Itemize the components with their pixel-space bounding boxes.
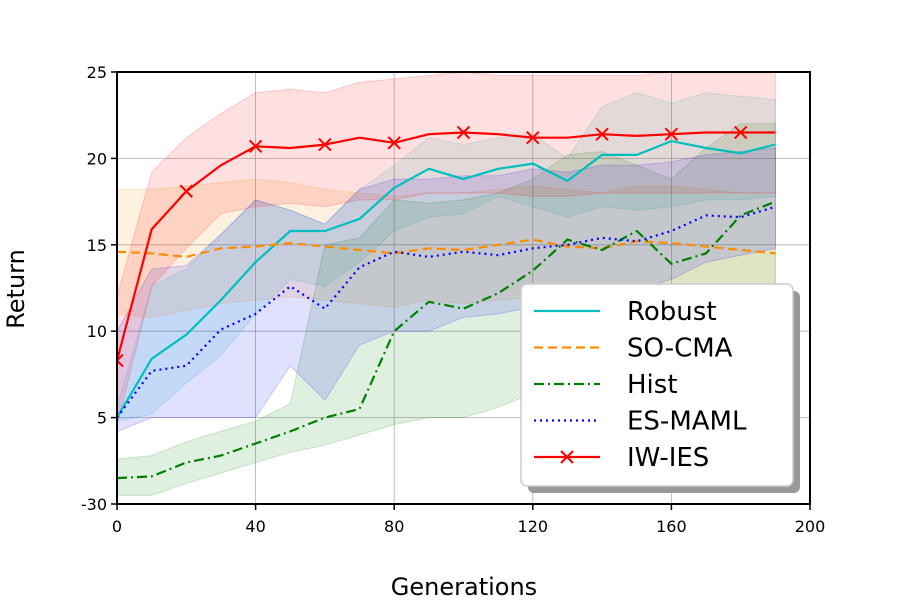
- legend-marker-x: [560, 450, 574, 464]
- legend-label: IW-IES: [627, 443, 709, 473]
- marker-x: [664, 127, 679, 141]
- marker-x: [733, 125, 748, 140]
- y-tick-label: 20: [87, 149, 107, 168]
- marker-x-stroke: [664, 127, 679, 141]
- x-tick-label: 80: [384, 517, 404, 536]
- y-tick-label: 25: [87, 63, 107, 82]
- marker-x: [595, 127, 609, 141]
- band-iw-ies: [117, 72, 776, 427]
- marker-x-stroke: [318, 137, 332, 152]
- legend-label: Hist: [627, 370, 678, 400]
- x-tick-label: 160: [656, 517, 687, 536]
- band-robust: [117, 92, 776, 422]
- x-axis-label: Generations: [391, 573, 537, 600]
- marker-x: [387, 136, 401, 150]
- line-hist: [117, 200, 776, 480]
- y-tick-label: -30: [81, 495, 107, 514]
- marker-x-stroke: [117, 359, 124, 368]
- legend-label: Robust: [627, 297, 717, 327]
- marker-x: [456, 125, 471, 140]
- series-lines: [117, 125, 776, 480]
- marker-x: [526, 130, 540, 145]
- y-tick-label: 15: [87, 236, 107, 255]
- x-tick-label: 0: [112, 517, 122, 536]
- marker-x-stroke: [117, 353, 124, 362]
- marker-x-stroke: [387, 136, 401, 150]
- legend-label: SO-CMA: [627, 334, 733, 364]
- marker-x: [179, 184, 194, 198]
- marker-x-stroke: [456, 125, 471, 140]
- y-axis-label: Return: [2, 249, 30, 329]
- confidence-bands: [117, 72, 776, 496]
- y-tick-label: 10: [87, 322, 107, 341]
- legend-box: [520, 283, 794, 487]
- y-tick-label: 5: [97, 409, 107, 428]
- marker-x-stroke: [248, 139, 263, 154]
- marker-x-stroke: [595, 127, 609, 141]
- line-robust: [117, 140, 776, 419]
- x-tick-label: 200: [795, 517, 826, 536]
- marker-x-stroke: [179, 184, 194, 198]
- line-so-cma: [117, 238, 776, 258]
- marker-x: [248, 139, 263, 154]
- plot-frame: [116, 71, 811, 505]
- marker-x-stroke: [526, 130, 540, 145]
- legend-label: ES-MAML: [627, 407, 747, 437]
- band-es-maml: [117, 147, 776, 432]
- marker-x: [117, 353, 124, 368]
- axis-ticks: 0 40 80 120 160 200 -30 5 10 15 20 25: [81, 63, 825, 536]
- marker-x: [318, 137, 332, 152]
- x-tick-label: 120: [518, 517, 549, 536]
- legend: Robust SO-CMA Hist ES-MAML IW-IES: [520, 283, 800, 493]
- marker-x-stroke: [733, 125, 748, 140]
- line-iw-ies: [117, 131, 776, 361]
- x-tick-label: 40: [245, 517, 265, 536]
